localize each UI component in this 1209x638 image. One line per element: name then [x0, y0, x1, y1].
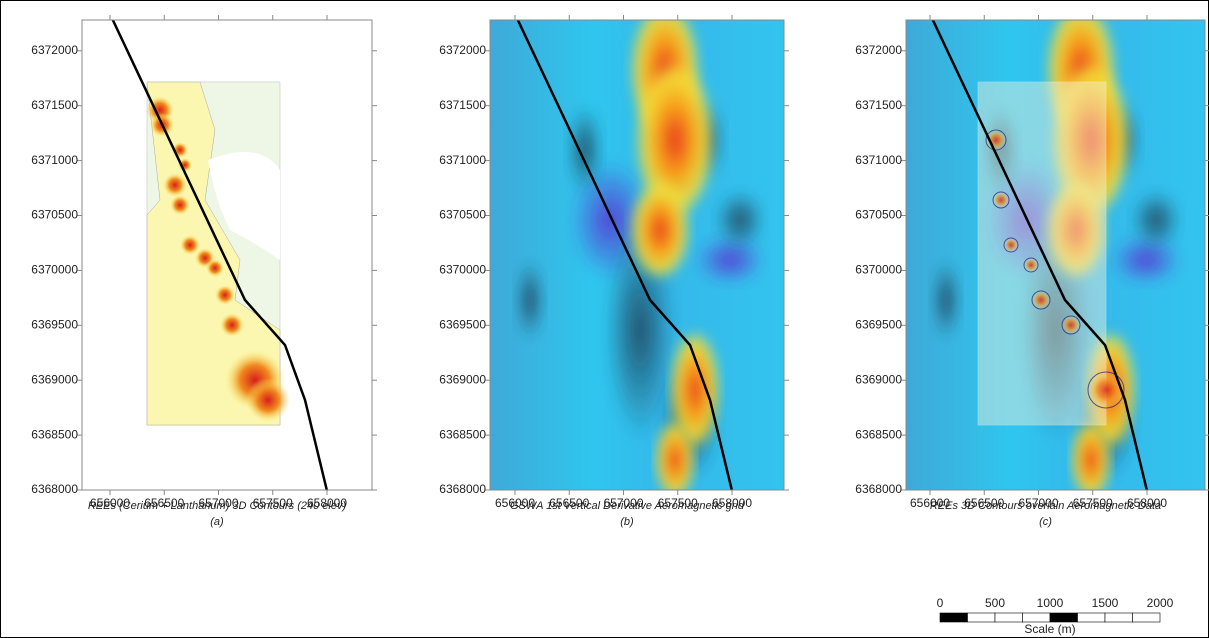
scale-tick-label: 0 — [937, 596, 944, 610]
magnetic-anomaly — [715, 190, 765, 250]
y-tick-label: 6371500 — [439, 98, 486, 112]
anomaly — [246, 378, 290, 422]
figure: 6368000 6368500 6369000 6369500 6370000 63705… — [0, 0, 1209, 638]
map-panel: 6368000 6368500 6369000 6369500 6370000 63705… — [855, 0, 1209, 528]
scale-segment — [968, 613, 996, 622]
magnetic-anomaly — [567, 105, 603, 195]
y-tick-label: 6368000 — [31, 482, 78, 496]
scale-tick-label: 1000 — [1037, 596, 1064, 610]
magnetic-anomaly — [630, 180, 690, 280]
scale-segment — [1023, 613, 1051, 622]
map-panel: 6368000 6368500 6369000 6369500 6370000 63705… — [31, 14, 377, 528]
y-tick-label: 6372000 — [855, 43, 902, 57]
y-tick-label: 6369000 — [855, 372, 902, 386]
anomaly — [220, 313, 244, 337]
y-tick-label: 6370500 — [31, 208, 78, 222]
scale-label: Scale (m) — [1024, 622, 1075, 636]
magnetic-anomaly — [515, 260, 545, 340]
anomaly — [206, 259, 224, 277]
y-tick-label: 6369500 — [439, 317, 486, 331]
y-tick-label: 6368000 — [439, 482, 486, 496]
y-tick-label: 6369000 — [439, 372, 486, 386]
map-content — [906, 0, 1205, 500]
caption: REEs 3D Contours overlain Aeromagnetic D… — [930, 500, 1161, 512]
y-tick-label: 6370500 — [855, 208, 902, 222]
panel-label: (c) — [1039, 516, 1052, 528]
caption: GSWA 1st Vertical Derivative Aeromagneti… — [510, 500, 745, 512]
anomaly — [170, 195, 190, 215]
y-tick-label: 6369000 — [31, 372, 78, 386]
anomaly — [1088, 372, 1124, 408]
anomaly — [215, 285, 235, 305]
y-tick-label: 6371000 — [439, 153, 486, 167]
scale-segment — [1133, 613, 1161, 622]
y-tick-label: 6369500 — [31, 317, 78, 331]
panel-label: (a) — [210, 516, 224, 528]
y-tick-label: 6369500 — [855, 317, 902, 331]
scale-tick-label: 2000 — [1147, 596, 1174, 610]
magnetic-anomaly — [931, 260, 961, 340]
y-tick-label: 6371500 — [31, 98, 78, 112]
y-tick-label: 6372000 — [31, 43, 78, 57]
map-content — [82, 14, 372, 495]
scale-segment — [1078, 613, 1106, 622]
anomaly — [1062, 316, 1080, 334]
y-tick-label: 6371000 — [31, 153, 78, 167]
y-tick-label: 6370000 — [439, 263, 486, 277]
scale-segment — [940, 613, 968, 622]
y-tick-label: 6371000 — [855, 153, 902, 167]
y-tick-label: 6368500 — [855, 427, 902, 441]
magnetic-anomaly — [1131, 190, 1181, 250]
anomaly — [163, 173, 187, 197]
y-tick-label: 6368500 — [31, 427, 78, 441]
y-tick-label: 6371500 — [855, 98, 902, 112]
y-tick-label: 6370000 — [855, 263, 902, 277]
scale-segment — [1105, 613, 1133, 622]
y-tick-label: 6370000 — [31, 263, 78, 277]
magnetic-anomaly — [655, 420, 695, 500]
scale-tick-label: 1500 — [1092, 596, 1119, 610]
y-tick-label: 6372000 — [439, 43, 486, 57]
y-tick-label: 6370500 — [439, 208, 486, 222]
map-panel: 6368000 6368500 6369000 6369500 6370000 63705… — [439, 0, 789, 528]
anomaly — [1024, 258, 1038, 272]
caption: REEs (Cerium + Lanthanum) 3D Contours (2… — [88, 500, 347, 512]
panel-label: (b) — [620, 516, 634, 528]
y-tick-label: 6368000 — [855, 482, 902, 496]
map-content — [490, 0, 784, 500]
magnetic-anomaly — [1071, 420, 1111, 500]
anomaly — [1032, 291, 1050, 309]
scale-segment — [1050, 613, 1078, 622]
scale-segment — [995, 613, 1023, 622]
scale-tick-label: 500 — [985, 596, 1005, 610]
anomaly — [1004, 238, 1018, 252]
anomaly — [993, 192, 1009, 208]
y-tick-label: 6368500 — [439, 427, 486, 441]
